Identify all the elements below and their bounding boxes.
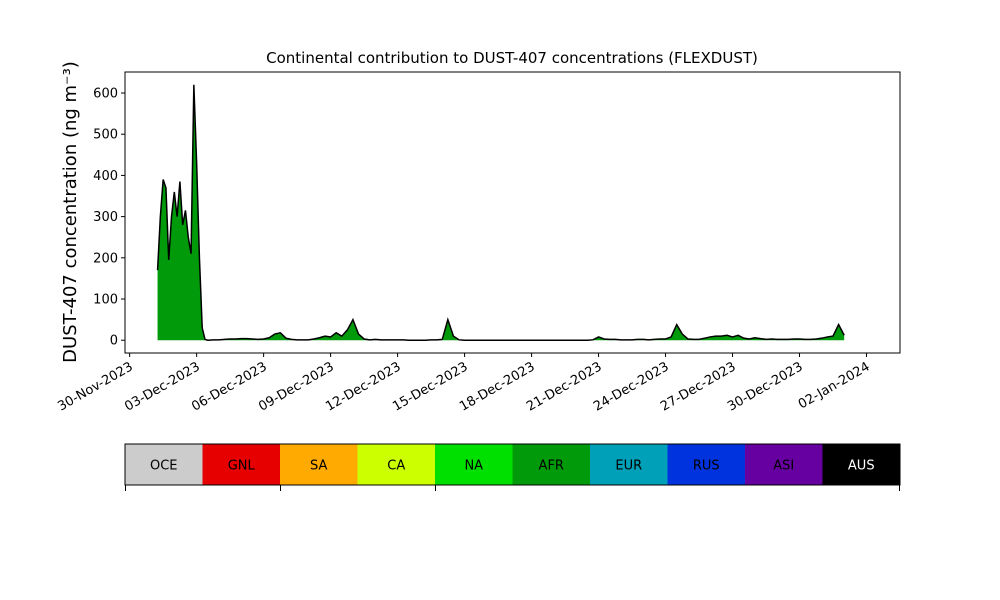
y-tick-label: 0 bbox=[110, 334, 118, 349]
colorbar-cell bbox=[822, 444, 901, 485]
colorbar-label: AUS bbox=[848, 459, 875, 474]
colorbar-label: ASI bbox=[773, 459, 794, 474]
x-tick-label: 03-Dec-2023 bbox=[122, 359, 202, 414]
x-tick-label: 02-Jan-2024 bbox=[796, 359, 873, 412]
colorbar-label: AFR bbox=[539, 459, 564, 474]
x-tick-label: 27-Dec-2023 bbox=[658, 359, 738, 414]
colorbar-cell bbox=[125, 444, 203, 485]
x-tick-label: 15-Dec-2023 bbox=[390, 359, 470, 414]
x-tick-label: 06-Dec-2023 bbox=[189, 359, 269, 414]
colorbar-label: OCE bbox=[150, 459, 178, 474]
colorbar-cell bbox=[590, 444, 668, 485]
x-tick-label: 30-Dec-2023 bbox=[725, 359, 805, 414]
colorbar-label: SA bbox=[310, 459, 327, 474]
chart-title: Continental contribution to DUST-407 con… bbox=[266, 49, 758, 67]
colorbar-cell bbox=[667, 444, 746, 485]
colorbar-cell bbox=[435, 444, 513, 485]
colorbar-ticks bbox=[125, 485, 900, 491]
y-tick-label: 300 bbox=[93, 210, 118, 225]
x-tick-label: 24-Dec-2023 bbox=[591, 359, 671, 414]
x-tick-label: 30-Nov-2023 bbox=[55, 359, 135, 414]
y-tick-label: 600 bbox=[93, 87, 118, 102]
plot-frame bbox=[124, 71, 901, 354]
area bbox=[157, 84, 845, 341]
x-tick-label: 12-Dec-2023 bbox=[323, 359, 403, 414]
colorbar-cell bbox=[512, 444, 591, 485]
y-tick-label: 100 bbox=[93, 293, 118, 308]
y-tick-label: 500 bbox=[93, 128, 118, 143]
colorbar-label: GNL bbox=[228, 459, 256, 474]
x-tick-label: 18-Dec-2023 bbox=[457, 359, 537, 414]
colorbar-label: EUR bbox=[615, 459, 642, 474]
area-outline bbox=[156, 84, 845, 341]
y-tick-label: 400 bbox=[93, 169, 118, 184]
colorbar-label: NA bbox=[464, 459, 483, 474]
colorbar-cell bbox=[280, 444, 358, 485]
colorbar-label: CA bbox=[387, 459, 405, 474]
colorbar-label: RUS bbox=[693, 459, 720, 474]
x-tick-label: 21-Dec-2023 bbox=[524, 359, 604, 414]
colorbar-frame bbox=[124, 443, 901, 486]
y-axis-label: DUST-407 concentration (ng m⁻³) bbox=[60, 61, 81, 363]
colorbar-cell bbox=[745, 444, 823, 485]
colorbar-cell bbox=[202, 444, 281, 485]
y-tick-label: 200 bbox=[93, 251, 118, 266]
x-tick-label: 09-Dec-2023 bbox=[256, 359, 336, 414]
colorbar-cell bbox=[357, 444, 436, 485]
